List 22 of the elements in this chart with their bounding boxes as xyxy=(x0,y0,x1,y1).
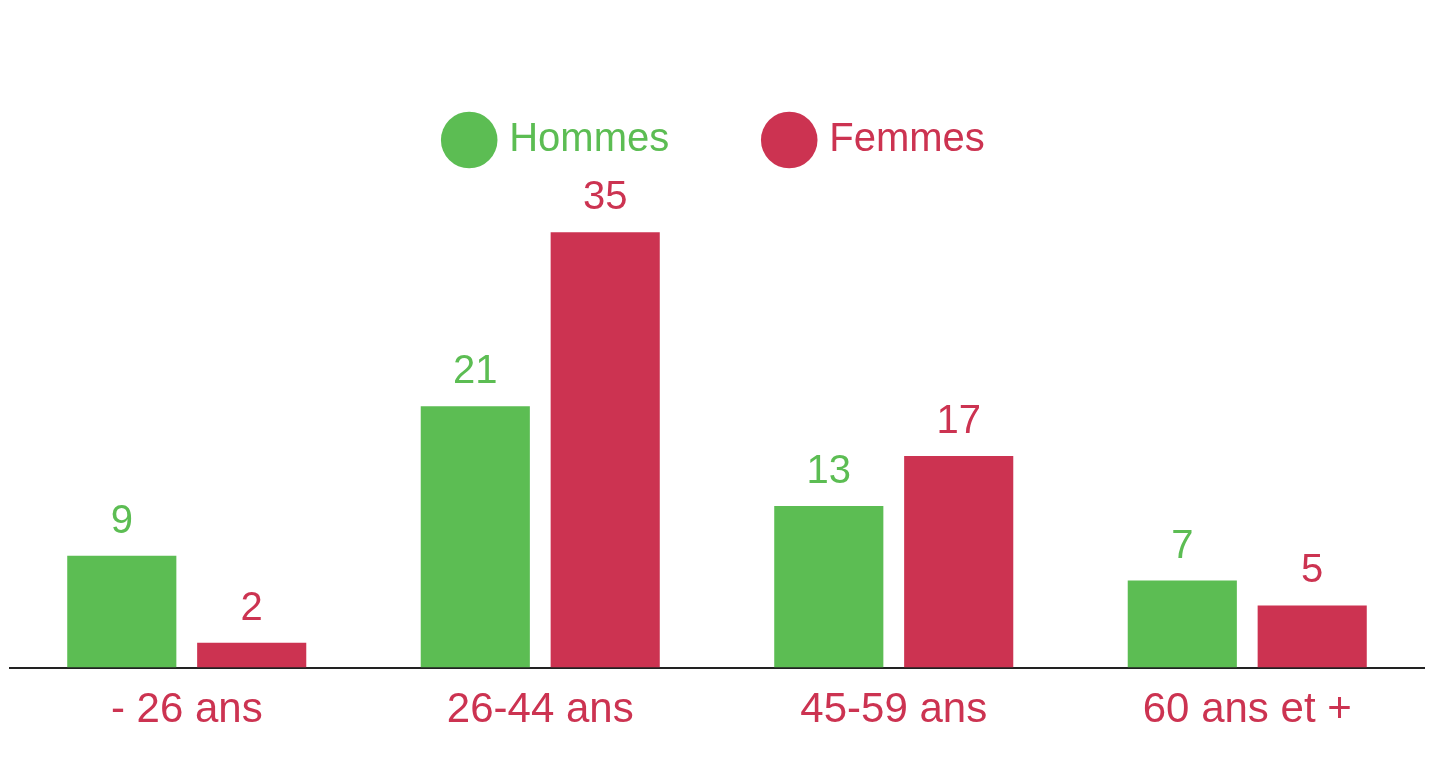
x-tick-label: 26-44 ans xyxy=(446,684,634,732)
data-label: 35 xyxy=(582,173,628,218)
bar xyxy=(904,456,1014,668)
x-tick-label: - 26 ans xyxy=(110,684,263,732)
bar xyxy=(1127,580,1237,668)
x-tick-label: 60 ans et + xyxy=(1142,684,1352,732)
data-label: 7 xyxy=(1171,521,1194,566)
x-tick-label: 45-59 ans xyxy=(800,684,988,732)
bar xyxy=(197,642,307,668)
legend-label: Hommes xyxy=(509,115,670,160)
data-label: 13 xyxy=(806,446,852,491)
bar xyxy=(550,232,660,668)
bar xyxy=(774,505,884,668)
data-label: 21 xyxy=(453,347,498,392)
legend-label: Femmes xyxy=(829,115,985,160)
data-label: 17 xyxy=(936,397,981,442)
data-label: 9 xyxy=(110,496,133,541)
bar xyxy=(1257,605,1367,668)
bar xyxy=(420,406,530,668)
data-label: 5 xyxy=(1301,546,1324,591)
data-label: 2 xyxy=(240,583,263,628)
bar xyxy=(67,555,177,668)
